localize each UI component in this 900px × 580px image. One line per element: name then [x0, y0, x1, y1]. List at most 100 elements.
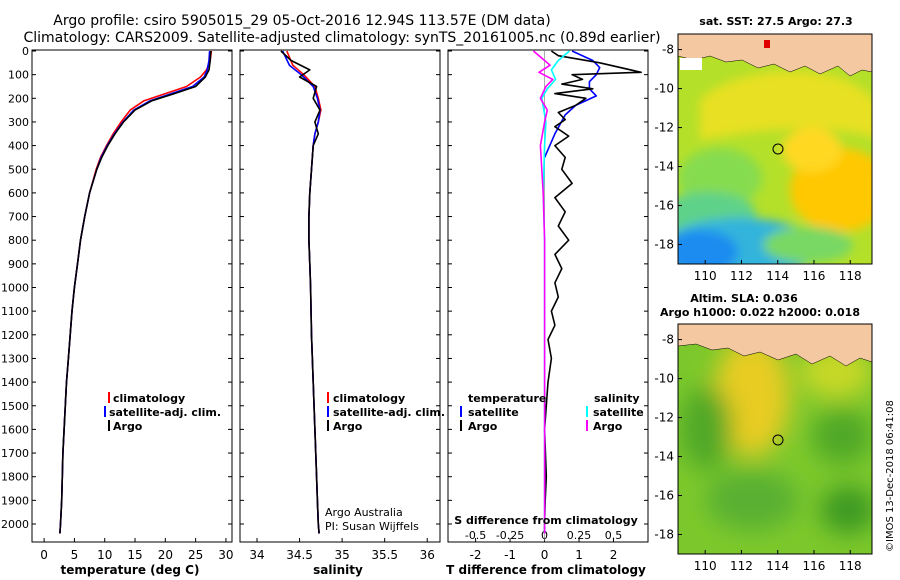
temperature-profiles [59, 50, 213, 534]
lat-tick-label: -18 [654, 528, 674, 542]
lat-tick-label: -14 [654, 160, 674, 174]
salinity-depth-ticks [240, 50, 440, 525]
lon-tick-label: 112 [730, 269, 753, 283]
legend-argo-label: Argo [333, 420, 363, 433]
x-tick-label: 35 [334, 548, 349, 562]
salinity-profiles [280, 50, 322, 534]
argo-t-diff-line [543, 50, 642, 534]
legend-climatology-label: climatology [113, 392, 185, 405]
t-difference-x-axis: -2 -1 0 1 2 [470, 538, 617, 562]
depth-tick-label: 1800 [1, 471, 29, 484]
lat-tick-label: -16 [654, 489, 674, 503]
depth-tick-label: 600 [8, 187, 29, 200]
depth-tick-label: 1300 [1, 352, 29, 365]
sst-missing-data [680, 58, 702, 70]
difference-axes-frame [447, 49, 649, 543]
x-tick-label: 35.5 [371, 548, 398, 562]
temperature-legend: climatology satellite-adj. clim. Argo [104, 392, 221, 433]
legend-argo-label: Argo [113, 420, 143, 433]
salinity-axis-label: salinity [313, 563, 363, 577]
difference-legend: temperature satellite Argo salinity sate… [460, 392, 644, 433]
sla-map: Altim. SLA: 0.036 Argo h1000: 0.022 h200… [654, 292, 873, 573]
s-diff-tick-label: 0.25 [567, 529, 592, 542]
lat-tick-label: -14 [654, 450, 674, 464]
depth-tick-label: 800 [8, 234, 29, 247]
s-diff-tick-label: -0.25 [496, 529, 524, 542]
salinity-legend: climatology satellite-adj. clim. Argo [327, 392, 445, 433]
lat-tick-label: -12 [654, 121, 674, 135]
x-tick-label: 20 [158, 548, 173, 562]
legend-salinity-title: salinity [594, 392, 640, 405]
depth-tick-label: 300 [8, 116, 29, 129]
difference-profiles [532, 50, 642, 534]
sst-cold-core [678, 230, 738, 264]
legend-satellite-label: satellite-adj. clim. [333, 406, 445, 419]
sla-coastline [678, 324, 872, 367]
lat-tick-label: -18 [654, 238, 674, 252]
depth-tick-label: 1100 [1, 305, 29, 318]
argo-temp-line [59, 50, 212, 534]
depth-tick-label: 1200 [1, 329, 29, 342]
sla-map-title: Altim. SLA: 0.036 [690, 292, 798, 305]
title-line-2: Climatology: CARS2009. Satellite-adjuste… [23, 30, 660, 46]
x-tick-label: 30 [218, 548, 233, 562]
sst-argo-marker [772, 143, 784, 155]
temperature-panel: 0100200300400500600700800900100011001200… [1, 45, 234, 577]
depth-tick-label: 1400 [1, 376, 29, 389]
sla-map-frame [677, 323, 873, 555]
sst-warm-patch-2 [782, 128, 842, 172]
x-tick-label: 0 [40, 548, 48, 562]
sst-warm-band [700, 71, 872, 140]
sst-map-title: sat. SST: 27.5 Argo: 27.3 [699, 15, 852, 28]
sst-hot-pixel [764, 40, 770, 48]
x-tick-label: 0 [541, 548, 549, 562]
lon-tick-label: 110 [694, 269, 717, 283]
s-diff-tick-label: 0.5 [605, 529, 623, 542]
legend-s-argo-label: Argo [593, 420, 623, 433]
lon-tick-label: 114 [766, 559, 789, 573]
s-difference-axis-title: S difference from climatology [454, 514, 638, 527]
lat-tick-label: -16 [654, 199, 674, 213]
lon-tick-label: 110 [694, 559, 717, 573]
lat-tick-label: -8 [662, 333, 674, 347]
depth-tick-label: 900 [8, 258, 29, 271]
lon-tick-label: 114 [766, 269, 789, 283]
depth-tick-label: 1500 [1, 400, 29, 413]
sla-argo-marker [772, 434, 784, 446]
depth-tick-label: 200 [8, 92, 29, 105]
depth-tick-label: 1600 [1, 423, 29, 436]
sst-axis-ticks: 110 112 114 116 118 -8 -10 -12 -14 -16 -18 [654, 43, 861, 283]
lat-tick-label: -8 [662, 43, 674, 57]
sst-map: sat. SST: 27.5 Argo: 27.3 110 112 114 116 11… [654, 15, 873, 283]
credit-text: Argo Australia [325, 506, 403, 519]
argo-s-diff-line [532, 50, 554, 534]
x-tick-label: 34.5 [286, 548, 313, 562]
lon-tick-label: 118 [839, 269, 862, 283]
argo-salinity-line [280, 50, 321, 534]
sla-low-patch [680, 386, 732, 470]
depth-tick-label: 400 [8, 140, 29, 153]
salinity-x-axis: 34 34.5 35 35.5 36 [249, 538, 435, 562]
lat-tick-label: -10 [654, 82, 674, 96]
depth-tick-label: 1700 [1, 447, 29, 460]
depth-axis: 0 100 200 300 400 500 600 700 800 900 1000 1100 1200… [1, 45, 232, 531]
legend-climatology-label: climatology [333, 392, 405, 405]
temperature-axes-frame [31, 49, 233, 543]
depth-tick-label: 1900 [1, 494, 29, 507]
sst-coastline [678, 34, 872, 77]
sla-field [678, 324, 872, 554]
depth-tick-label: 2000 [1, 518, 29, 531]
sla-low-patch-4 [820, 486, 872, 534]
x-tick-label: 15 [127, 548, 142, 562]
lat-tick-label: -10 [654, 372, 674, 386]
x-tick-label: -2 [470, 548, 482, 562]
temperature-x-axis: 0 5 10 15 20 25 30 [40, 538, 234, 562]
x-tick-label: 36 [420, 548, 435, 562]
sla-blobs [680, 336, 872, 534]
x-tick-label: 25 [188, 548, 203, 562]
x-tick-label: 1 [575, 548, 583, 562]
depth-tick-label: 500 [8, 163, 29, 176]
lon-tick-label: 116 [803, 559, 826, 573]
lon-tick-label: 116 [803, 269, 826, 283]
